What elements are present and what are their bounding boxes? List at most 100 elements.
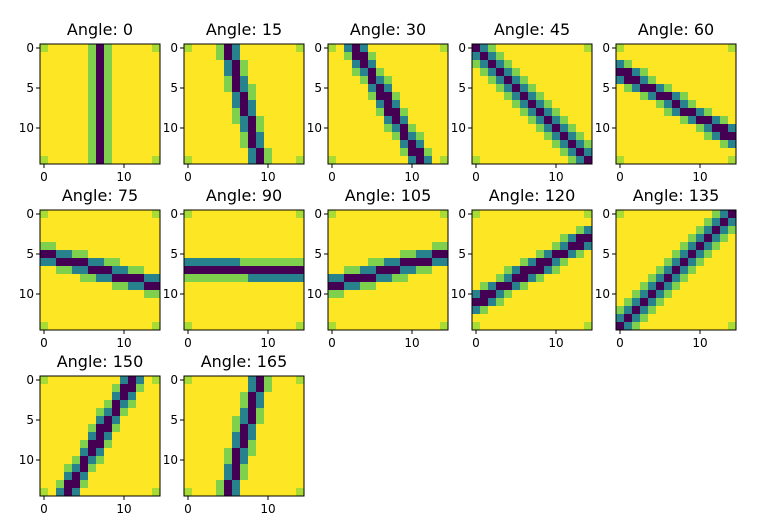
heatmap-cell [40,60,49,69]
heatmap-cell [400,76,409,85]
heatmap-cell [616,234,625,243]
heatmap-cell [496,76,505,85]
heatmap-cell [128,472,137,481]
heatmap-cell [536,140,545,149]
heatmap-cell [416,60,425,69]
heatmap-cell [272,234,281,243]
heatmap-cell [504,84,513,93]
heatmap-cell [584,140,593,149]
heatmap-cell [480,298,489,307]
heatmap-cell [384,250,393,259]
heatmap-cell [568,250,577,259]
heatmap-cell [728,84,737,93]
heatmap-cell [392,266,401,275]
heatmap-cell [152,92,161,101]
heatmap-cell [224,376,233,385]
heatmap-cell [200,234,209,243]
heatmap-cell [336,76,345,85]
heatmap-cell [152,108,161,117]
heatmap-cell [40,282,49,291]
heatmap-cell [408,242,417,251]
heatmap-cell [624,282,633,291]
heatmap-cell [48,464,57,473]
heatmap-cell [216,456,225,465]
heatmap-cell [576,322,585,331]
heatmap-cell [352,68,361,77]
heatmap-cell [104,140,113,149]
heatmap-cell [248,314,257,323]
heatmap-cell [552,68,561,77]
heatmap-cell [64,100,73,109]
heatmap-cell [616,242,625,251]
heatmap-cell [520,314,529,323]
heatmap-cell [144,250,153,259]
heatmap-cell [440,282,449,291]
heatmap-cell [288,298,297,307]
heatmap-cell [704,44,713,53]
heatmap-cell [272,60,281,69]
heatmap-cell [224,76,233,85]
heatmap-cell [344,298,353,307]
heatmap-cell [336,266,345,275]
heatmap-cell [656,314,665,323]
heatmap-cell [272,440,281,449]
heatmap-cell [584,282,593,291]
heatmap-cell [616,274,625,283]
heatmap-cell [664,234,673,243]
heatmap-cell [104,68,113,77]
heatmap-cell [336,140,345,149]
heatmap-cell [384,156,393,165]
heatmap-cell [544,156,553,165]
heatmap-cell [56,266,65,275]
heatmap-cell [552,140,561,149]
heatmap-cell [544,314,553,323]
heatmap-cell [232,100,241,109]
heatmap-cell [672,266,681,275]
heatmap-cell [672,108,681,117]
heatmap-cell [96,242,105,251]
heatmap-cell [80,124,89,133]
heatmap-cell [48,298,57,307]
heatmap-cell [648,68,657,77]
heatmap-cell [264,258,273,267]
heatmap-cell [40,480,49,489]
heatmap-cell [704,234,713,243]
heatmap-cell [192,432,201,441]
heatmap-cell [664,108,673,117]
heatmap-cell [88,480,97,489]
x-tick-label: 10 [260,336,275,350]
heatmap-cell [352,282,361,291]
heatmap-cell [440,258,449,267]
heatmap-cell [136,314,145,323]
heatmap-cell [560,44,569,53]
heatmap-cell [56,116,65,125]
heatmap-cell [584,84,593,93]
heatmap-cell [40,400,49,409]
heatmap-cell [248,258,257,267]
heatmap-cell [528,108,537,117]
heatmap-cell [368,306,377,315]
heatmap-cell [696,116,705,125]
heatmap-cell [360,226,369,235]
heatmap-cell [216,148,225,157]
heatmap-cell [360,132,369,141]
heatmap-cell [184,140,193,149]
heatmap-cell [392,68,401,77]
heatmap-cell [616,84,625,93]
heatmap-cell [352,108,361,117]
heatmap-cell [672,210,681,219]
heatmap-cell [56,376,65,385]
heatmap-cell [216,250,225,259]
heatmap-cell [328,68,337,77]
heatmap-cell [712,306,721,315]
heatmap-cell [208,226,217,235]
heatmap-cell [472,148,481,157]
heatmap-cell [704,218,713,227]
heatmap-cell [88,432,97,441]
heatmap-cell [584,92,593,101]
heatmap-cell [568,210,577,219]
heatmap-cell [152,376,161,385]
heatmap-cell [48,424,57,433]
heatmap-cell [232,116,241,125]
heatmap-cell [440,234,449,243]
